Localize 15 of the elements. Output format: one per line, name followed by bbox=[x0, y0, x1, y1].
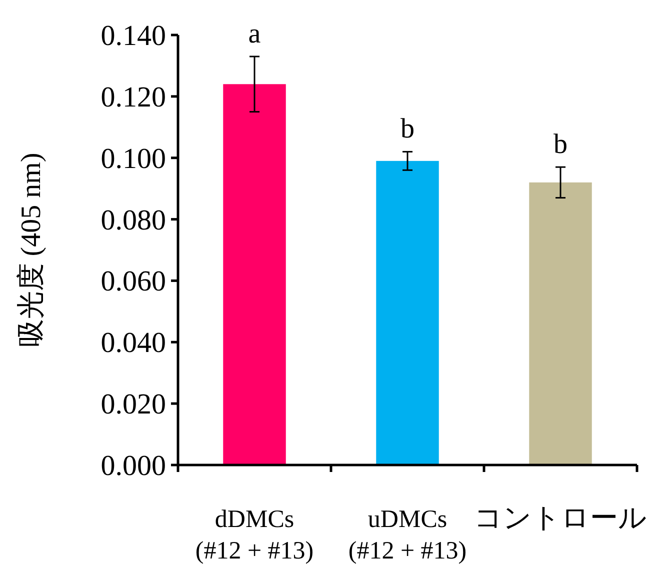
y-tick-label: 0.140 bbox=[100, 20, 166, 52]
x-tick-label: コントロール bbox=[474, 503, 647, 534]
y-tick-label: 0.100 bbox=[100, 142, 166, 175]
annotation: b bbox=[554, 129, 568, 160]
y-axis-title: 吸光度 (405 nm) bbox=[16, 152, 47, 348]
y-tick-label: 0.060 bbox=[100, 266, 166, 298]
x-tick-label: uDMCs (#12 + #13) bbox=[348, 506, 467, 564]
y-tick-label: 0.020 bbox=[100, 388, 166, 421]
x-tick-label: dDMCs (#12 + #13) bbox=[195, 506, 314, 564]
annotation: a bbox=[248, 18, 262, 50]
y-tick-label: 0.120 bbox=[100, 81, 166, 114]
y-tick-label: 0.040 bbox=[100, 327, 166, 360]
annotation: b bbox=[400, 114, 414, 145]
y-tick-label: 0.000 bbox=[100, 450, 166, 482]
y-tick-label: 0.080 bbox=[100, 204, 166, 236]
